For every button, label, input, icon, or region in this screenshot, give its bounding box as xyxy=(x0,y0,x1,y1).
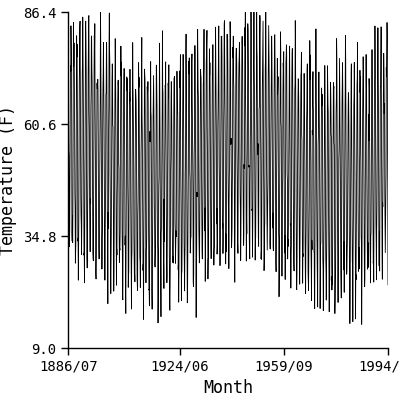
X-axis label: Month: Month xyxy=(203,379,253,397)
Y-axis label: Temperature (F): Temperature (F) xyxy=(0,105,17,255)
